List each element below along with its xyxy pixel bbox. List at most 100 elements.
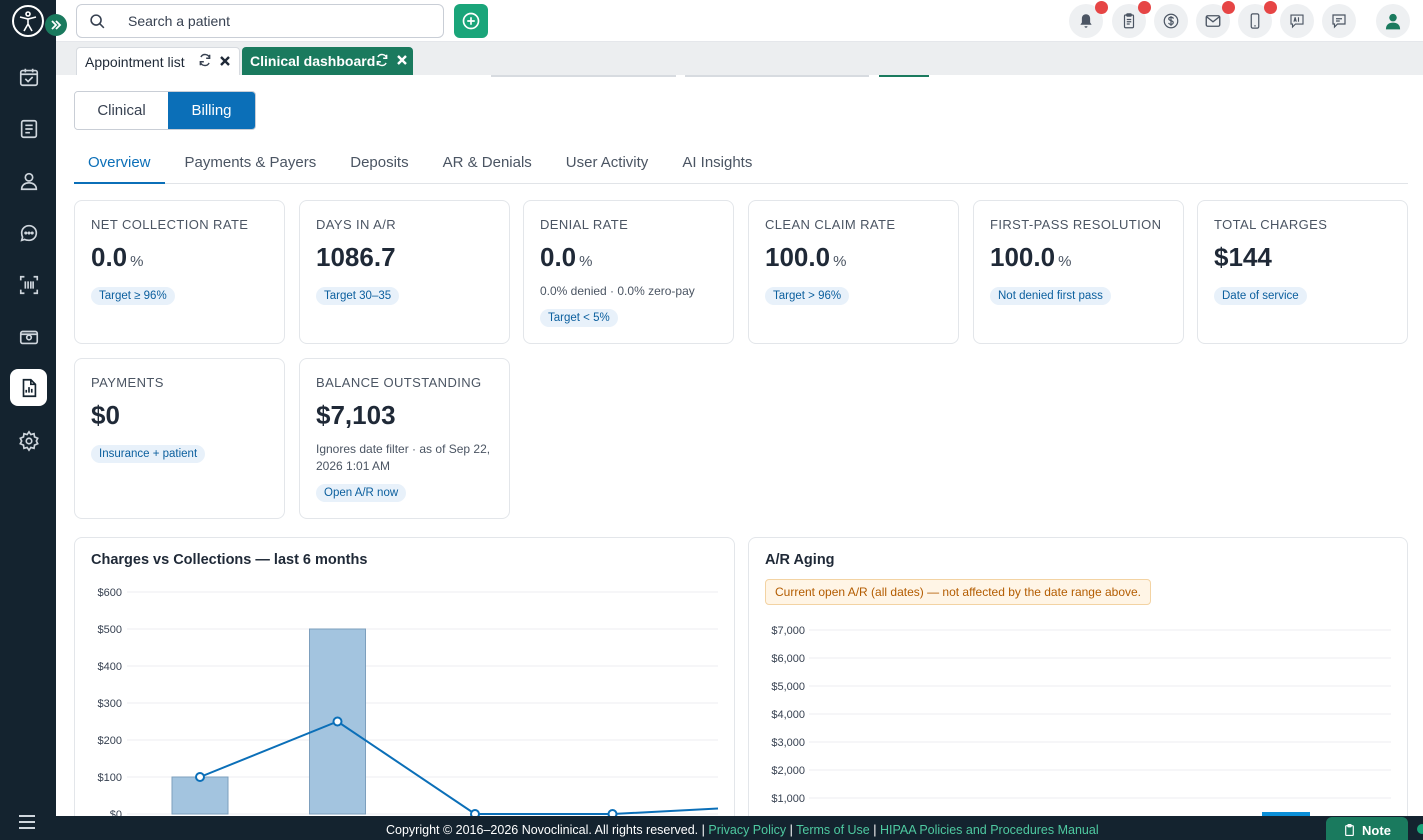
search-input[interactable] [128,13,428,29]
clipboard-icon [1345,823,1354,837]
calendar-icon[interactable] [10,58,47,95]
user-avatar-icon[interactable] [1376,4,1410,38]
add-button[interactable] [454,4,488,38]
search-icon [89,13,106,35]
aging-bar [1262,812,1310,816]
mail-badge [1222,1,1235,14]
y-tick-label: $0 [110,809,122,816]
tab-label: Appointment list [85,53,185,70]
settings-gear-icon[interactable] [10,422,47,459]
y-tick-label: $600 [98,587,122,599]
collections-line [199,720,719,815]
hamburger-menu-icon[interactable] [17,813,37,836]
kpi-value: $0 [91,400,120,430]
kpi-value: 100.0% [765,242,847,272]
reports-icon[interactable] [10,369,47,406]
tab-deposits[interactable]: Deposits [350,154,409,171]
sidebar-expand-button[interactable] [45,14,67,36]
refresh-icon[interactable] [375,53,389,70]
chat-icon[interactable] [10,214,47,251]
note-button[interactable]: Note [1326,817,1408,840]
y-tick-label: $2,000 [771,765,805,777]
tab-appointment-list[interactable]: Appointment list [76,47,240,75]
kpi-note: Ignores date filter · as of Sep 22, 2026… [316,442,491,473]
kpi-target-pill: Target 30–35 [316,287,400,305]
kpi-balance-outstanding: BALANCE OUTSTANDING $7,103 Ignores date … [299,358,510,519]
barcode-icon[interactable] [10,266,47,303]
y-tick-label: $5,000 [771,681,805,693]
footer: Copyright © 2016–2026 Novoclinical. All … [56,816,1423,840]
kpi-title: DAYS IN A/R [316,217,397,232]
kpi-target-pill: Not denied first pass [990,287,1111,305]
refresh-icon[interactable] [198,53,212,70]
kpi-value: 1086.7 [316,242,396,272]
kpi-days-in-ar: DAYS IN A/R 1086.7 Target 30–35 [299,200,510,344]
y-tick-label: $1,000 [771,793,805,805]
billing-cash-icon[interactable] [10,318,47,355]
notifications-bell-icon[interactable] [1069,1,1108,38]
clipboard-icon[interactable] [1112,1,1151,38]
y-tick-label: $7,000 [771,625,805,637]
tab-ar-denials[interactable]: AR & Denials [442,154,532,171]
kpi-clean-claim-rate: CLEAN CLAIM RATE 100.0% Target > 96% [748,200,959,344]
kpi-value: 100.0% [990,242,1072,272]
tab-payments-payers[interactable]: Payments & Payers [184,154,317,171]
kpi-target-pill: Open A/R now [316,484,407,502]
kpi-title: NET COLLECTION RATE [91,217,249,232]
y-tick-label: $100 [98,772,122,784]
kpi-target-pill: Target < 5% [540,309,618,327]
dashboard-main: Clinical Billing Overview Payments & Pay… [56,75,1423,816]
kpi-target-pill: Target > 96% [765,287,850,305]
ai-chat-icon[interactable] [1280,4,1314,38]
clinical-toggle-button[interactable]: Clinical [75,92,168,129]
kpi-target-pill: Insurance + patient [91,445,206,463]
charges-vs-collections-panel: Charges vs Collections — last 6 months $… [74,537,735,816]
hipaa-manual-link[interactable]: HIPAA Policies and Procedures Manual [879,823,1099,837]
close-icon[interactable] [396,53,408,69]
copyright-text: Copyright © 2016–2026 Novoclinical. All … [386,823,699,837]
clipboard-badge [1138,1,1151,14]
close-icon[interactable] [219,54,231,70]
tab-clinical-dashboard[interactable]: Clinical dashboard [242,47,413,75]
kpi-note: 0.0% denied · 0.0% zero-pay [540,284,695,298]
y-tick-label: $200 [98,735,122,747]
kpi-value: $7,103 [316,400,396,430]
kpi-title: DENIAL RATE [540,217,629,232]
y-tick-label: $6,000 [771,653,805,665]
message-icon[interactable] [1322,4,1356,38]
dollar-icon[interactable] [1154,4,1188,38]
status-dot [1417,824,1423,834]
y-tick-label: $500 [98,624,122,636]
open-tabs-bar: Appointment list Clinical dashboard [56,42,1423,75]
terms-of-use-link[interactable]: Terms of Use [796,823,870,837]
patient-icon[interactable] [10,162,47,199]
tab-user-activity[interactable]: User Activity [565,154,649,171]
billing-toggle-button[interactable]: Billing [168,92,255,129]
footer-text: Copyright © 2016–2026 Novoclinical. All … [386,823,1099,837]
privacy-policy-link[interactable]: Privacy Policy [708,823,787,837]
kpi-total-charges: TOTAL CHARGES $144 Date of service [1197,200,1408,344]
kpi-value: 0.0% [540,242,593,272]
tab-ai-insights[interactable]: AI Insights [682,154,753,171]
note-label: Note [1362,822,1391,838]
top-bar [56,0,1423,42]
notes-icon[interactable] [10,110,47,147]
y-tick-label: $4,000 [771,709,805,721]
notification-badge [1095,1,1108,14]
kpi-title: BALANCE OUTSTANDING [316,375,482,390]
mobile-phone-icon[interactable] [1238,1,1277,38]
kpi-target-pill: Target ≥ 96% [91,287,175,305]
tab-overview[interactable]: Overview [74,147,165,184]
mail-icon[interactable] [1196,1,1235,38]
kpi-net-collection-rate: NET COLLECTION RATE 0.0% Target ≥ 96% [74,200,285,344]
kpi-target-pill: Date of service [1214,287,1307,305]
patient-search[interactable] [76,4,444,38]
collections-point [332,716,343,727]
collections-point [607,809,618,816]
phone-badge [1264,1,1277,14]
kpi-value: $144 [1214,242,1272,272]
sidebar [0,0,67,840]
y-tick-label: $300 [98,698,122,710]
ar-aging-panel: A/R Aging Current open A/R (all dates) —… [748,537,1408,816]
app-logo-icon[interactable] [12,5,44,37]
